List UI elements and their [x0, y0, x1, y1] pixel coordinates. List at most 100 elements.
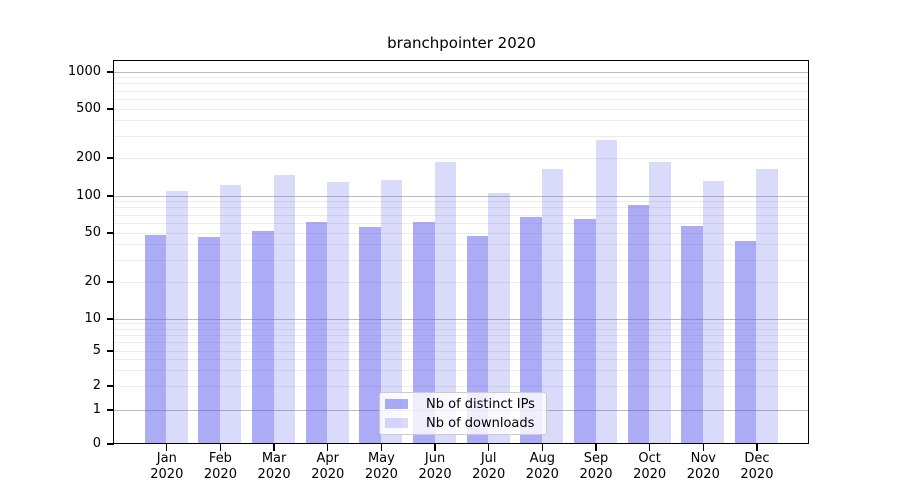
bar-downloads-mar — [273, 174, 296, 443]
major-gridline — [114, 318, 808, 320]
x-tick-label: Mar 2020 — [257, 451, 291, 482]
y-tick — [107, 385, 114, 387]
minor-gridline — [114, 342, 808, 344]
x-tick-label: Feb 2020 — [203, 451, 237, 482]
x-tick — [702, 444, 704, 451]
bar-downloads-oct — [649, 162, 671, 443]
x-tick — [434, 444, 436, 451]
bar-downloads-apr — [327, 182, 349, 443]
x-tick — [166, 444, 168, 451]
legend: Nb of distinct IPs Nb of downloads — [379, 392, 547, 435]
bar-distinct-ips-aug — [520, 216, 542, 443]
minor-gridline — [114, 232, 808, 234]
minor-gridline — [114, 83, 808, 85]
minor-gridline — [114, 281, 808, 283]
bar-distinct-ips-nov — [681, 226, 703, 443]
minor-gridline — [114, 201, 808, 203]
y-tick — [107, 409, 114, 411]
y-tick-label: 2 — [92, 378, 101, 393]
y-tick-label: 1000 — [67, 64, 101, 79]
x-tick — [273, 444, 275, 451]
minor-gridline — [114, 259, 808, 261]
major-gridline — [114, 195, 808, 197]
bar-downloads-sep — [595, 140, 617, 443]
x-tick — [648, 444, 651, 451]
bar-downloads-nov — [702, 180, 725, 443]
bar-distinct-ips-may — [359, 226, 381, 443]
x-tick-label: Sep 2020 — [579, 451, 613, 482]
minor-gridline — [114, 370, 808, 371]
y-tick — [107, 157, 114, 159]
y-tick — [107, 281, 114, 283]
y-tick-label: 200 — [76, 150, 101, 165]
x-tick — [219, 444, 222, 451]
minor-gridline — [114, 157, 808, 159]
x-tick — [756, 444, 758, 451]
legend-label-distinct-ips: Nb of distinct IPs — [426, 396, 535, 412]
y-tick-label: 10 — [84, 311, 101, 326]
y-tick-label: 50 — [84, 225, 101, 240]
bar-downloads-jun — [434, 162, 457, 443]
legend-label-downloads: Nb of downloads — [426, 415, 535, 431]
minor-gridline — [114, 108, 808, 110]
x-tick — [595, 444, 597, 451]
y-tick — [107, 195, 114, 197]
y-tick-label: 100 — [76, 188, 101, 203]
x-tick-label: Apr 2020 — [311, 451, 345, 482]
x-tick-label: Jul 2020 — [472, 451, 506, 482]
y-tick — [107, 350, 114, 352]
bar-distinct-ips-sep — [574, 218, 596, 443]
x-tick — [327, 444, 329, 451]
x-tick-label: Dec 2020 — [740, 451, 774, 482]
bar-distinct-ips-oct — [627, 205, 650, 443]
minor-gridline — [114, 77, 808, 79]
bar-distinct-ips-jun — [413, 221, 435, 443]
minor-gridline — [114, 207, 808, 209]
bar-distinct-ips-apr — [305, 221, 328, 443]
minor-gridline — [114, 135, 808, 137]
x-tick — [488, 444, 490, 451]
y-tick-label: 5 — [92, 343, 101, 358]
y-tick — [107, 108, 114, 110]
x-tick-label: Oct 2020 — [633, 451, 667, 482]
y-tick-label: 0 — [92, 436, 101, 451]
y-tick — [107, 318, 114, 320]
minor-gridline — [114, 385, 808, 387]
legend-item-downloads: Nb of downloads — [385, 415, 546, 431]
bar-downloads-may — [380, 180, 403, 443]
x-tick — [380, 444, 383, 451]
minor-gridline — [114, 222, 808, 224]
minor-gridline — [114, 350, 808, 352]
y-tick — [107, 443, 114, 445]
major-gridline — [114, 71, 808, 73]
minor-gridline — [114, 120, 808, 122]
chart-title: branchpointer 2020 — [387, 34, 536, 52]
minor-gridline — [114, 98, 808, 100]
bar-downloads-dec — [756, 168, 778, 443]
bar-downloads-aug — [541, 168, 564, 443]
bar-downloads-jul — [488, 193, 510, 443]
y-tick-label: 500 — [76, 101, 101, 116]
legend-item-distinct-ips: Nb of distinct IPs — [385, 396, 546, 412]
bar-distinct-ips-feb — [198, 237, 220, 443]
minor-gridline — [114, 214, 808, 216]
x-tick-label: Nov 2020 — [686, 451, 720, 482]
minor-gridline — [114, 334, 808, 336]
bar-distinct-ips-mar — [252, 230, 274, 443]
bar-downloads-feb — [219, 184, 242, 443]
minor-gridline — [114, 323, 808, 325]
y-tick-label: 20 — [84, 274, 101, 289]
x-tick-label: May 2020 — [364, 451, 398, 482]
legend-swatch-downloads — [385, 418, 408, 428]
bar-distinct-ips-jan — [144, 235, 167, 443]
bar-distinct-ips-jul — [466, 236, 489, 443]
x-tick-label: Jan 2020 — [150, 451, 184, 482]
y-tick — [107, 71, 114, 73]
x-tick-label: Jun 2020 — [418, 451, 452, 482]
y-tick — [107, 232, 114, 234]
minor-gridline — [114, 90, 808, 92]
minor-gridline — [114, 328, 808, 330]
bar-distinct-ips-dec — [734, 241, 757, 443]
bar-downloads-jan — [166, 190, 188, 443]
